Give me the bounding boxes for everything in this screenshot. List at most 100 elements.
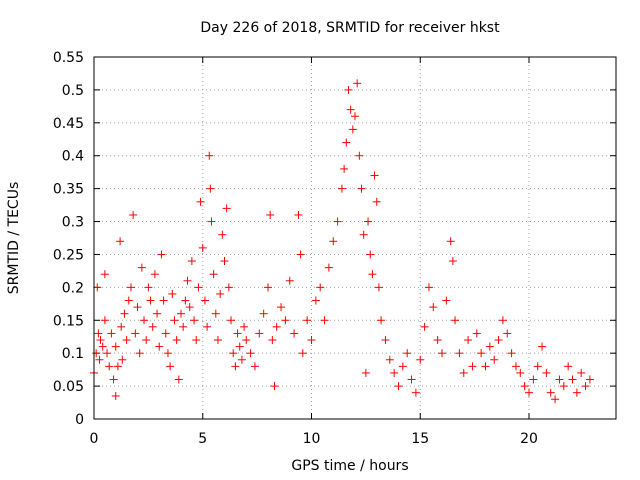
- data-point: [133, 303, 142, 312]
- chart-title: Day 226 of 2018, SRMTID for receiver hks…: [200, 20, 500, 36]
- y-tick-label: 0.5: [62, 83, 84, 99]
- y-tick-label: 0.1: [62, 346, 84, 362]
- data-point: [381, 336, 390, 345]
- data-point: [174, 375, 183, 384]
- data-point: [429, 303, 438, 312]
- data-point: [237, 355, 246, 364]
- data-point: [272, 322, 281, 331]
- data-point: [120, 309, 129, 318]
- data-point: [507, 349, 516, 358]
- data-point: [477, 349, 486, 358]
- data-point: [116, 237, 125, 246]
- data-point: [357, 184, 366, 193]
- y-tick-label: 0.3: [62, 215, 84, 231]
- y-tick-label: 0.35: [53, 182, 84, 198]
- data-point: [100, 316, 109, 325]
- x-tick-label: 5: [198, 431, 207, 447]
- data-point: [394, 382, 403, 391]
- data-point: [111, 391, 120, 400]
- data-point: [100, 270, 109, 279]
- data-point: [142, 336, 151, 345]
- data-point: [564, 362, 573, 371]
- plot-frame: [93, 56, 617, 420]
- data-point: [424, 283, 433, 292]
- data-point: [270, 382, 279, 391]
- data-point: [250, 362, 259, 371]
- data-point: [464, 336, 473, 345]
- data-point: [126, 283, 135, 292]
- data-point: [433, 336, 442, 345]
- data-point: [577, 368, 586, 377]
- data-point: [468, 362, 477, 371]
- data-point: [264, 283, 272, 292]
- y-tick-label: 0.25: [53, 247, 84, 263]
- data-point: [144, 283, 153, 292]
- data-point: [233, 329, 242, 338]
- data-point: [105, 362, 114, 371]
- data-point: [94, 329, 103, 338]
- data-point: [168, 289, 177, 298]
- x-axis-label: GPS time / hours: [291, 458, 408, 474]
- x-tick-label: 20: [520, 431, 538, 447]
- data-point: [361, 368, 370, 377]
- data-point: [207, 217, 216, 226]
- data-point: [240, 322, 249, 331]
- data-point: [206, 184, 215, 193]
- data-point: [333, 217, 342, 226]
- data-point: [342, 138, 351, 147]
- data-point: [137, 263, 146, 272]
- data-point: [503, 329, 512, 338]
- y-tick-label: 0.45: [53, 116, 84, 132]
- data-point: [95, 355, 104, 364]
- data-point: [446, 237, 455, 246]
- data-point: [320, 316, 329, 325]
- data-point: [481, 362, 490, 371]
- data-point: [385, 355, 394, 364]
- data-point: [242, 336, 251, 345]
- data-point: [551, 395, 560, 404]
- data-point: [351, 112, 359, 121]
- data-point: [459, 368, 468, 377]
- data-point: [255, 329, 264, 338]
- data-point: [572, 388, 581, 397]
- data-point: [159, 296, 168, 305]
- data-point: [148, 322, 157, 331]
- data-point: [316, 283, 325, 292]
- data-point: [372, 197, 381, 206]
- data-point: [555, 375, 564, 384]
- data-point: [420, 322, 429, 331]
- data-point: [203, 322, 212, 331]
- data-point: [366, 250, 375, 259]
- x-tick-label: 15: [411, 431, 429, 447]
- data-point: [190, 316, 199, 325]
- data-point: [294, 210, 303, 219]
- data-point: [442, 296, 451, 305]
- data-point: [348, 125, 357, 134]
- data-point: [448, 257, 457, 266]
- data-point: [266, 210, 275, 219]
- data-point: [520, 382, 529, 391]
- grid-layer: [94, 57, 616, 419]
- data-point: [93, 283, 102, 292]
- data-point: [113, 362, 122, 371]
- data-point: [107, 329, 116, 338]
- data-point: [451, 316, 460, 325]
- data-point: [172, 336, 181, 345]
- data-point: [311, 296, 320, 305]
- data-point: [122, 336, 131, 345]
- data-point: [368, 270, 377, 279]
- y-tick-label: 0.2: [62, 280, 84, 296]
- data-point: [364, 217, 373, 226]
- data-point: [494, 336, 503, 345]
- data-point: [516, 368, 525, 377]
- data-point: [281, 316, 290, 325]
- data-point: [129, 210, 138, 219]
- data-point: [407, 375, 416, 384]
- data-point: [166, 362, 175, 371]
- data-point: [222, 204, 231, 213]
- y-tick-label: 0.05: [53, 379, 84, 395]
- data-point: [498, 316, 507, 325]
- data-point: [340, 164, 349, 173]
- data-point: [98, 342, 107, 351]
- data-point: [344, 85, 353, 94]
